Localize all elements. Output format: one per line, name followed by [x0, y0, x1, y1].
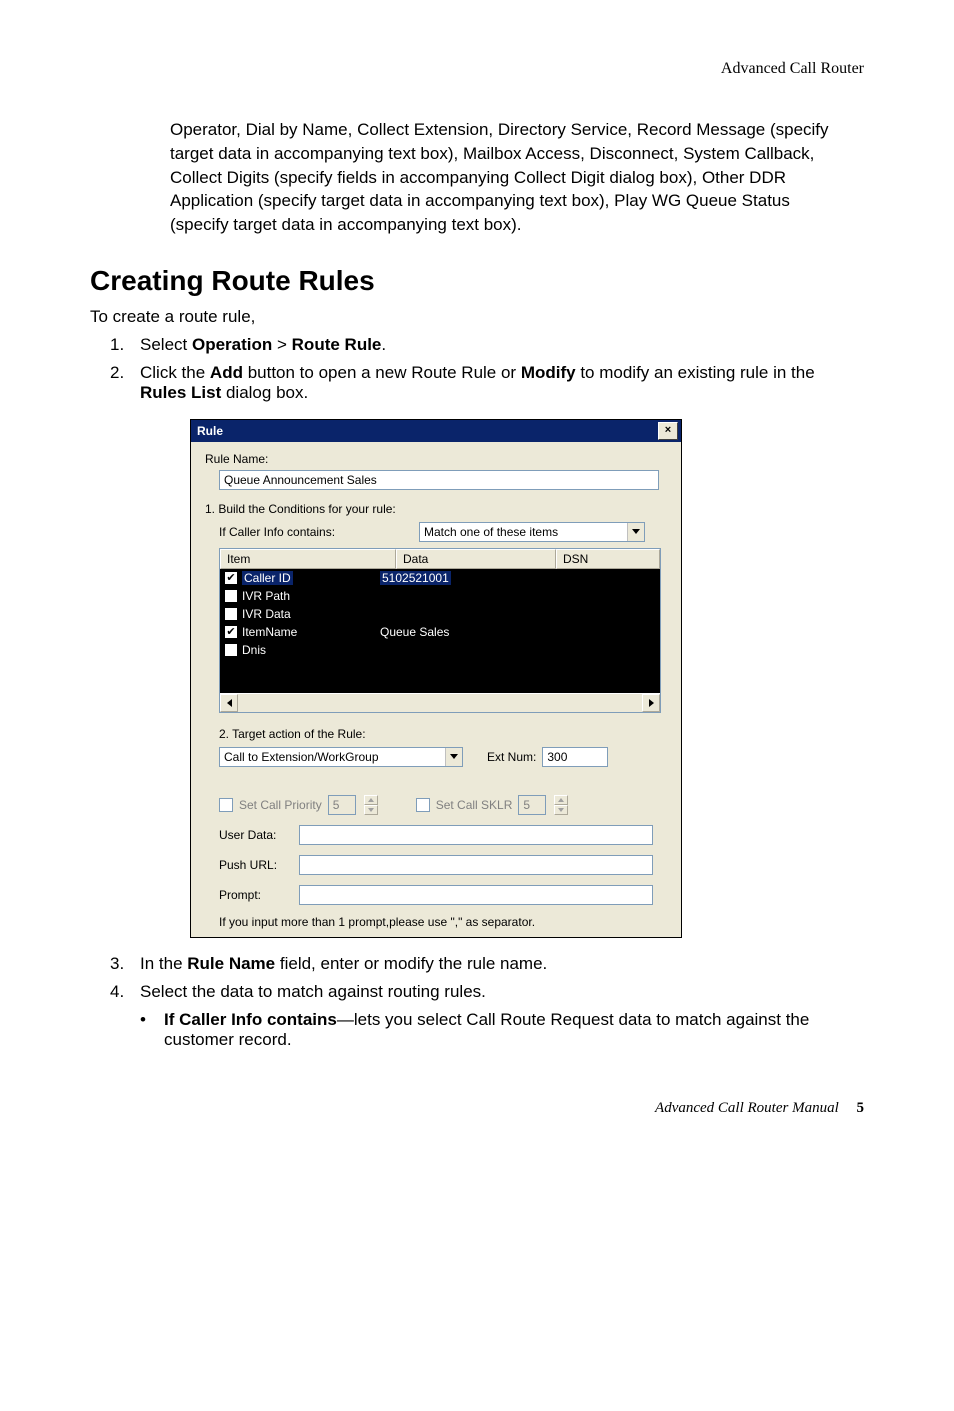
rule-dialog: Rule × Rule Name: 1. Build the Condition… — [190, 419, 682, 938]
listview-row[interactable]: ✔ Caller ID 5102521001 — [220, 569, 660, 587]
intro-line: To create a route rule, — [90, 307, 864, 327]
text: Click the — [140, 363, 210, 382]
caller-info-label: If Caller Info contains: — [219, 525, 419, 539]
caller-info-bold: If Caller Info contains — [164, 1010, 337, 1029]
step-2: 2. Click the Add button to open a new Ro… — [110, 363, 864, 403]
text: to modify an existing rule in the — [576, 363, 815, 382]
listview-row[interactable]: IVR Data — [220, 605, 660, 623]
text: button to open a new Route Rule or — [243, 363, 521, 382]
listview-header: Item Data DSN — [220, 549, 660, 569]
user-data-input[interactable] — [299, 825, 653, 845]
listview-row[interactable]: ✔ ItemName Queue Sales — [220, 623, 660, 641]
running-header: Advanced Call Router — [90, 60, 864, 78]
checkbox-icon[interactable]: ✔ — [224, 571, 238, 585]
sklr-input — [518, 795, 546, 815]
spin-up-icon — [554, 795, 568, 805]
text: > — [272, 335, 291, 354]
listview-body: ✔ Caller ID 5102521001 IVR Path IVR Data — [220, 569, 660, 693]
ext-num-label: Ext Num: — [487, 750, 536, 764]
scroll-left-icon[interactable] — [220, 694, 238, 712]
push-url-input[interactable] — [299, 855, 653, 875]
section-heading: Creating Route Rules — [90, 265, 864, 297]
col-dsn[interactable]: DSN — [556, 549, 660, 569]
step-number: 1. — [110, 335, 140, 355]
route-rule-label: Route Rule — [292, 335, 382, 354]
step-text: Select the data to match against routing… — [140, 982, 864, 1002]
bullet-mark: • — [140, 1010, 164, 1050]
listview-row[interactable]: Dnis — [220, 641, 660, 659]
h-scrollbar[interactable] — [220, 693, 660, 712]
step-number: 4. — [110, 982, 140, 1002]
text: field, enter or modify the rule name. — [275, 954, 547, 973]
prompt-hint: If you input more than 1 prompt,please u… — [219, 915, 653, 929]
row-data: 5102521001 — [380, 571, 451, 585]
step-3: 3. In the Rule Name field, enter or modi… — [110, 954, 864, 974]
titlebar: Rule × — [191, 420, 681, 442]
page-footer: Advanced Call Router Manual 5 — [90, 1100, 864, 1117]
set-call-priority-label: Set Call Priority — [239, 798, 322, 812]
rules-list-label: Rules List — [140, 383, 221, 402]
checkbox-icon[interactable]: ✔ — [224, 625, 238, 639]
dialog-title: Rule — [197, 424, 658, 438]
text: dialog box. — [221, 383, 308, 402]
spin-down-icon — [364, 805, 378, 815]
scroll-track[interactable] — [238, 694, 642, 712]
col-data[interactable]: Data — [396, 549, 556, 569]
intro-paragraph: Operator, Dial by Name, Collect Extensio… — [170, 118, 844, 237]
target-action-dropdown[interactable]: Call to Extension/WorkGroup — [219, 747, 463, 767]
text: . — [381, 335, 386, 354]
rule-name-bold: Rule Name — [187, 954, 275, 973]
footer-text: Advanced Call Router Manual — [655, 1100, 839, 1116]
row-item: Caller ID — [242, 571, 293, 585]
user-data-label: User Data: — [219, 828, 299, 842]
bullet-1: • If Caller Info contains—lets you selec… — [140, 1010, 864, 1050]
listview-row[interactable]: IVR Path — [220, 587, 660, 605]
set-call-sklr-checkbox[interactable] — [416, 798, 430, 812]
ext-num-input[interactable] — [542, 747, 608, 767]
match-dropdown-value: Match one of these items — [420, 525, 627, 539]
chevron-down-icon — [627, 523, 644, 541]
text: In the — [140, 954, 187, 973]
text: Select — [140, 335, 192, 354]
priority-input — [328, 795, 356, 815]
spin-up-icon — [364, 795, 378, 805]
prompt-label: Prompt: — [219, 888, 299, 902]
target-action-label: 2. Target action of the Rule: — [219, 727, 653, 741]
add-label: Add — [210, 363, 243, 382]
row-item: IVR Path — [242, 589, 290, 603]
target-action-value: Call to Extension/WorkGroup — [220, 750, 445, 764]
spin-down-icon — [554, 805, 568, 815]
close-button[interactable]: × — [658, 422, 678, 440]
checkbox-icon[interactable] — [224, 643, 238, 657]
chevron-down-icon — [445, 748, 462, 766]
conditions-listview[interactable]: Item Data DSN ✔ Caller ID 5102521001 IVR … — [219, 548, 661, 713]
row-item: IVR Data — [242, 607, 291, 621]
checkbox-icon[interactable] — [224, 589, 238, 603]
checkbox-icon[interactable] — [224, 607, 238, 621]
match-dropdown[interactable]: Match one of these items — [419, 522, 645, 542]
scroll-right-icon[interactable] — [642, 694, 660, 712]
rule-name-input[interactable] — [219, 470, 659, 490]
set-call-sklr-label: Set Call SKLR — [436, 798, 513, 812]
modify-label: Modify — [521, 363, 576, 382]
row-data: Queue Sales — [378, 625, 660, 639]
row-item: ItemName — [242, 625, 297, 639]
conditions-label: 1. Build the Conditions for your rule: — [205, 502, 667, 516]
push-url-label: Push URL: — [219, 858, 299, 872]
priority-spinner — [364, 795, 378, 815]
row-item: Dnis — [242, 643, 266, 657]
step-1: 1. Select Operation > Route Rule. — [110, 335, 864, 355]
step-number: 2. — [110, 363, 140, 403]
set-call-priority-checkbox[interactable] — [219, 798, 233, 812]
rule-name-label: Rule Name: — [205, 452, 667, 466]
prompt-input[interactable] — [299, 885, 653, 905]
step-4: 4. Select the data to match against rout… — [110, 982, 864, 1002]
step-number: 3. — [110, 954, 140, 974]
col-item[interactable]: Item — [220, 549, 396, 569]
page-number: 5 — [857, 1100, 865, 1116]
sklr-spinner — [554, 795, 568, 815]
operation-label: Operation — [192, 335, 272, 354]
